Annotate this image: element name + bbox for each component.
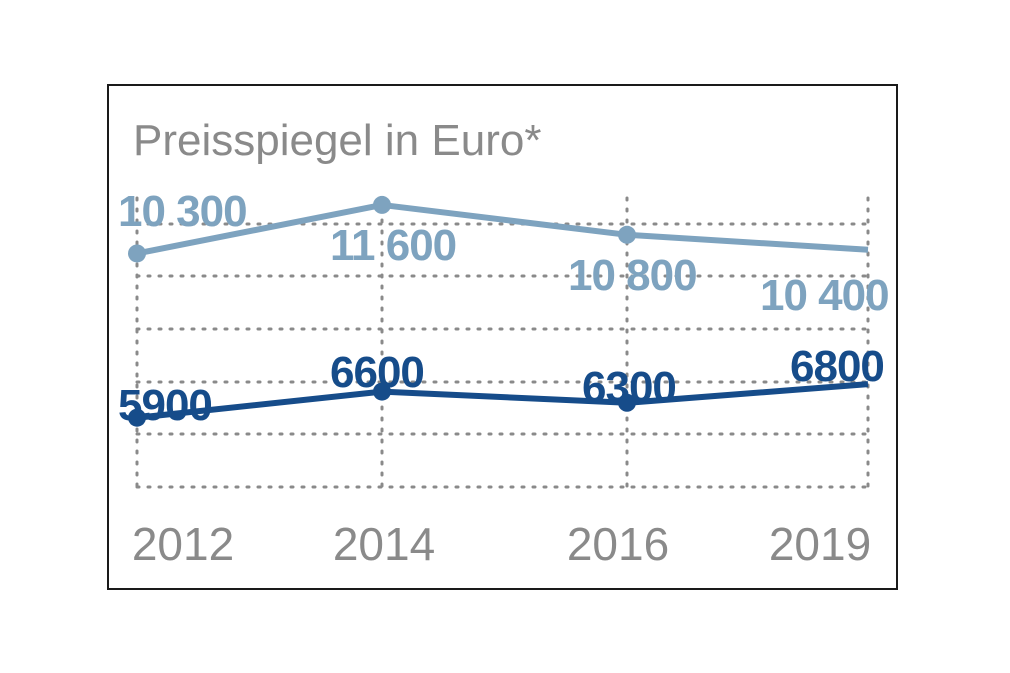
data-label-dark-2012: 5900 [118,381,212,430]
data-label-dark-2014: 6600 [330,348,424,397]
series-line-light [136,201,869,257]
data-label-dark-2019: 6800 [790,342,884,391]
data-label-light-2019: 10 400 [760,271,889,320]
data-point-dark-2014 [373,382,391,401]
data-point-dark-2012 [128,408,146,427]
data-label-dark-2016: 6300 [582,363,676,412]
point-labels: 10 300 11 600 10 800 10 400 5900 6600 6300 6800 [118,187,890,430]
data-point-light-2012 [128,244,146,263]
data-point-dark-2016 [618,393,636,412]
data-label-light-2016: 10 800 [568,251,697,300]
x-tick-2016: 2016 [567,518,669,570]
data-point-light-2016 [618,225,636,244]
data-label-light-2012: 10 300 [118,187,247,236]
series-lines [128,195,869,427]
series-line-dark [136,381,869,421]
data-point-light-2014 [373,195,391,214]
data-label-light-2014: 11 600 [330,221,456,270]
chart-frame [107,84,898,590]
x-tick-2019: 2019 [769,518,871,570]
x-axis-ticks: 2012 2014 2016 2019 [132,518,871,570]
grid [135,196,874,492]
x-tick-2014: 2014 [333,518,435,570]
x-tick-2012: 2012 [132,518,234,570]
chart-title: Preisspiegel in Euro* [133,116,541,165]
